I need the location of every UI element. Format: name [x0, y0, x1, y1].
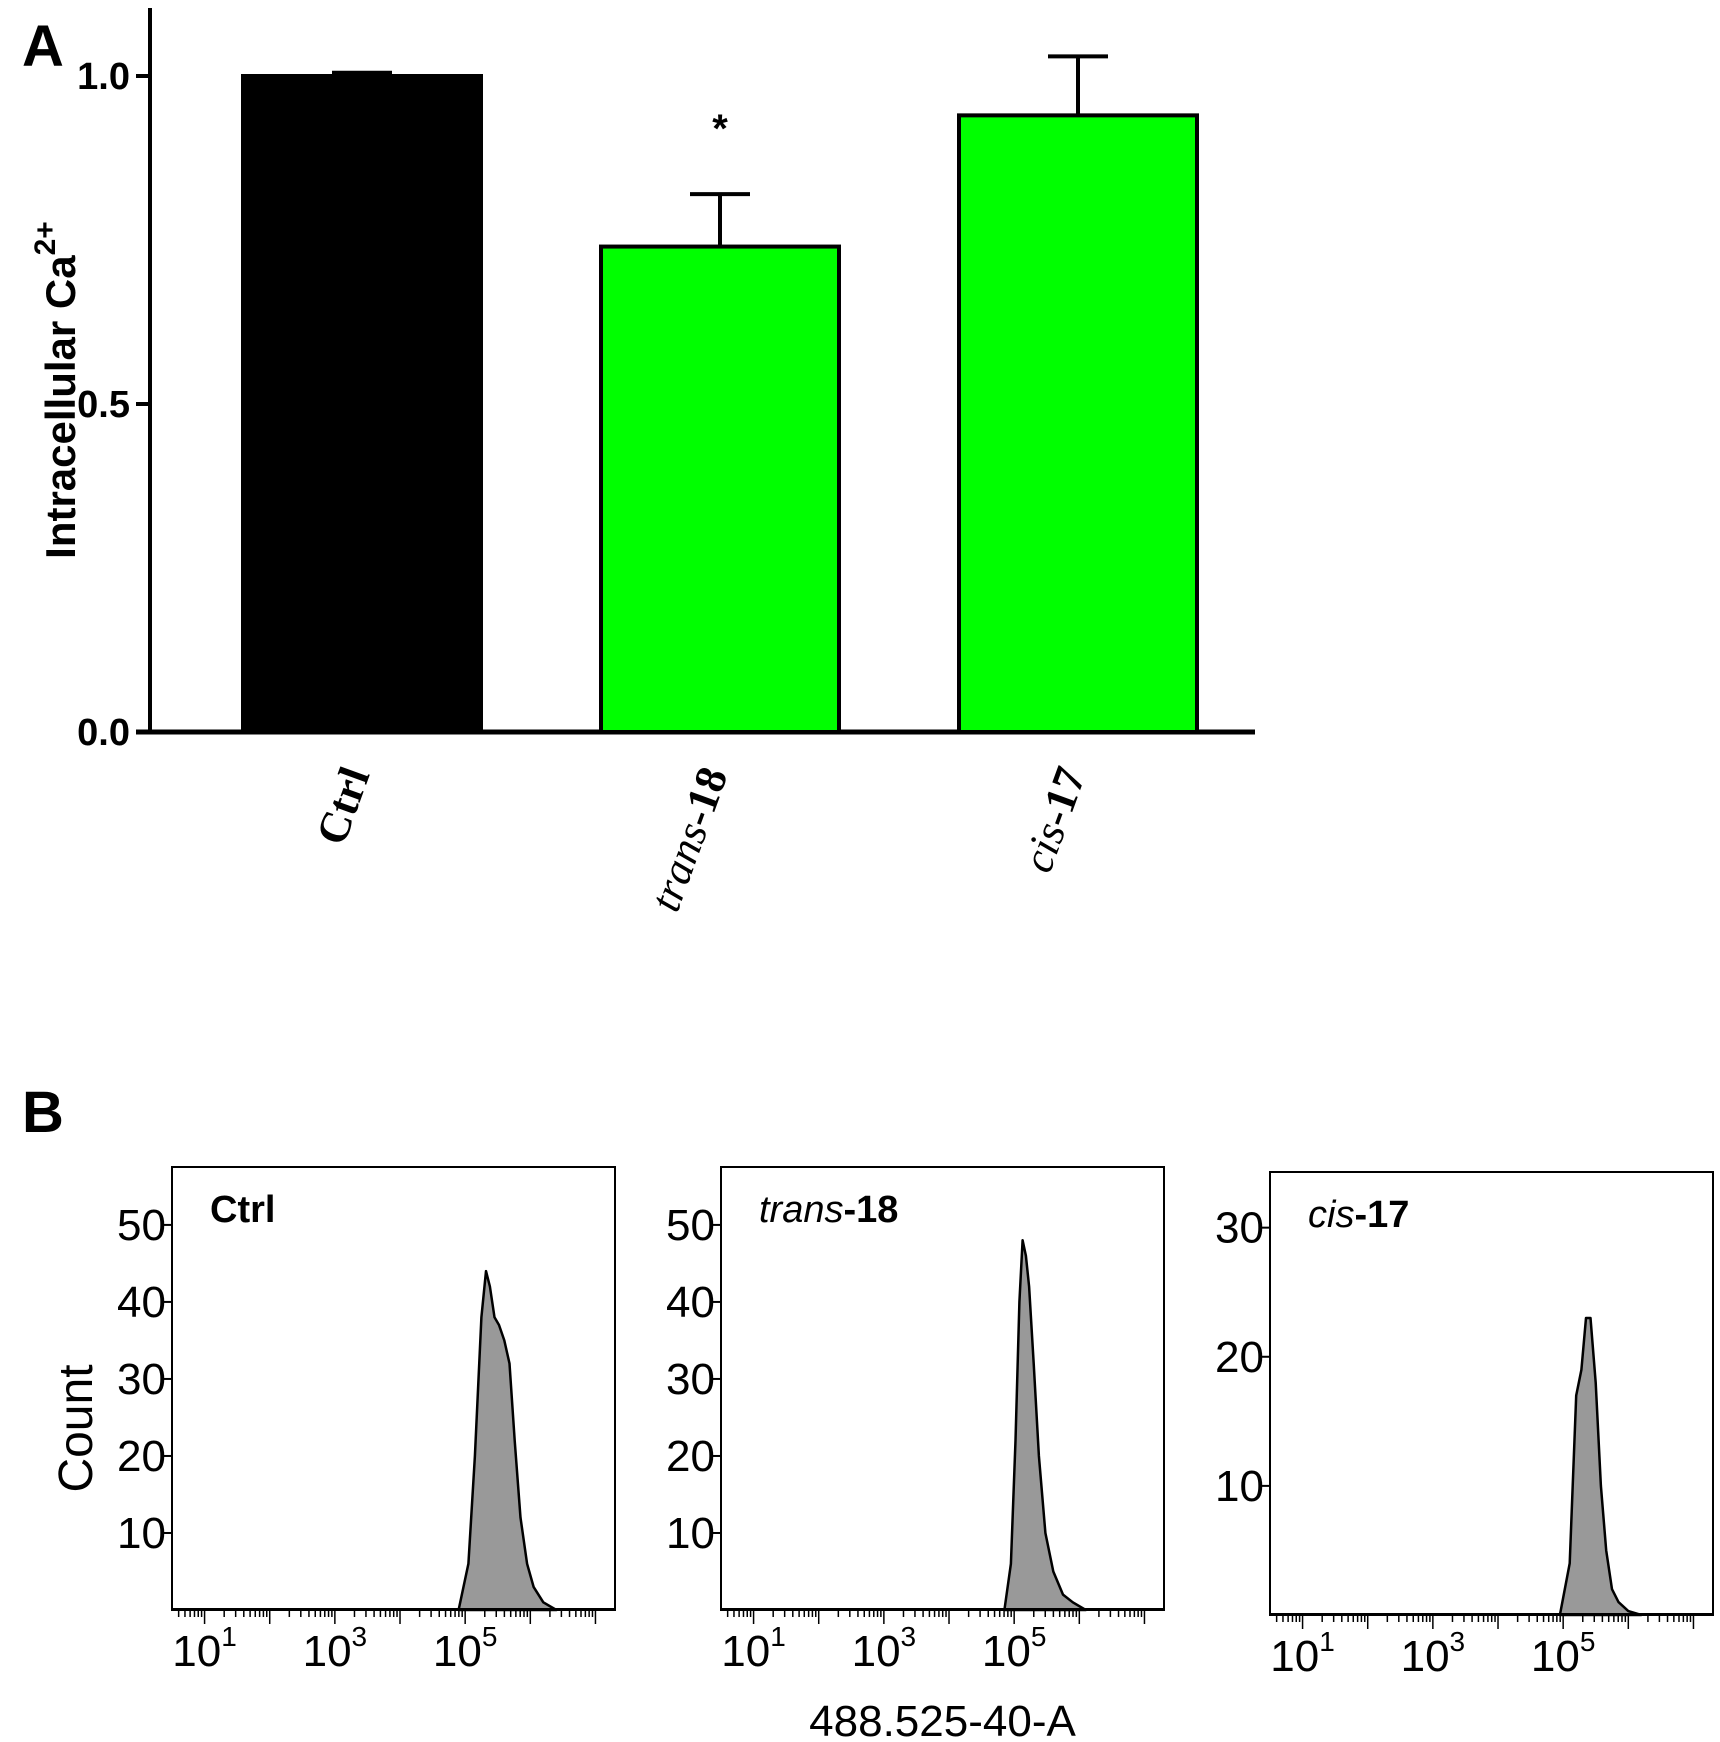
y-tick-label: 20: [117, 1432, 166, 1481]
histogram-title: trans-18: [759, 1189, 898, 1231]
plot-frame: [171, 1166, 616, 1611]
histogram-title-suffix: -18: [843, 1189, 898, 1231]
panel-label-b: B: [22, 1080, 64, 1145]
y-tick-label: 30: [666, 1355, 715, 1404]
x-tick-label: Ctrl: [307, 761, 380, 851]
y-tick-label: 20: [666, 1432, 715, 1481]
y-tick-label: 0.0: [77, 712, 130, 754]
histogram-title-suffix: Ctrl: [210, 1189, 275, 1231]
y-tick-label: 1.0: [77, 56, 130, 98]
x-tick-label-exponent: 3: [352, 1621, 368, 1652]
x-tick-label-base: 10: [1270, 1632, 1319, 1681]
x-tick-label-exponent: 1: [770, 1621, 786, 1652]
y-tick-label: 20: [1215, 1333, 1264, 1382]
y-tick-label: 30: [117, 1355, 166, 1404]
x-tick-label: 101: [1270, 1626, 1335, 1681]
plot-frame: [720, 1166, 1165, 1611]
histogram-area: [1003, 1239, 1088, 1612]
x-tick-label-exponent: 3: [901, 1621, 917, 1652]
histogram-title-prefix: trans: [759, 1189, 843, 1231]
x-tick-label-base: 10: [852, 1627, 901, 1676]
x-tick-label: 103: [852, 1621, 917, 1676]
histogram-title: cis-17: [1308, 1194, 1409, 1236]
x-tick-label-base: 10: [1401, 1632, 1450, 1681]
x-tick-label: 103: [303, 1621, 368, 1676]
histogram-title-prefix: cis: [1308, 1194, 1354, 1236]
x-tick-label-base: 10: [1531, 1632, 1580, 1681]
y-tick-label: 30: [1215, 1204, 1264, 1253]
significance-marker: *: [712, 107, 728, 151]
y-axis-label: Intracellular Ca2+: [29, 221, 84, 559]
x-tick-label: 101: [172, 1621, 237, 1676]
x-tick-label-exponent: 1: [1319, 1626, 1335, 1657]
x-tick-label-base: 10: [721, 1627, 770, 1676]
plot-frame: [1269, 1171, 1714, 1616]
x-tick-label-exponent: 3: [1450, 1626, 1466, 1657]
x-tick-label: trans-18: [640, 761, 737, 918]
y-tick-label: 40: [117, 1278, 166, 1327]
x-tick-label: cis-17: [1013, 761, 1096, 879]
bar: [241, 74, 483, 734]
x-tick-label: 105: [982, 1621, 1047, 1676]
bar: [957, 113, 1199, 735]
x-tick-label-suffix: Ctrl: [307, 761, 380, 851]
y-tick-label: 50: [666, 1201, 715, 1250]
histogram-title-suffix: -17: [1354, 1194, 1409, 1236]
y-tick-label: 40: [666, 1278, 715, 1327]
y-axis-label-superscript: 2+: [29, 221, 62, 255]
histogram-area: [457, 1269, 558, 1612]
y-tick-label: 0.5: [77, 384, 130, 426]
x-tick-label-base: 10: [172, 1627, 221, 1676]
panel-label-a: A: [22, 14, 64, 79]
x-tick-label-exponent: 1: [221, 1621, 237, 1652]
y-tick-label: 10: [117, 1509, 166, 1558]
x-tick-label: 101: [721, 1621, 786, 1676]
bar-chart: 0.0 0.5 1.0 Intracellular Ca2+ Ctrl * trans-18…: [29, 8, 1255, 918]
x-tick-label: 105: [433, 1621, 498, 1676]
x-tick-label: 103: [1401, 1626, 1466, 1681]
histogram-area: [1558, 1316, 1643, 1617]
x-tick-label: 105: [1531, 1626, 1596, 1681]
y-tick-label: 50: [117, 1201, 166, 1250]
bar: [599, 244, 841, 734]
y-axis-label: Count: [50, 1364, 103, 1492]
x-tick-label-base: 10: [433, 1627, 482, 1676]
x-tick-label-prefix: trans: [640, 816, 717, 918]
y-tick-label: 10: [1215, 1462, 1264, 1511]
x-tick-label-base: 10: [303, 1627, 352, 1676]
histogram-title: Ctrl: [210, 1189, 275, 1231]
x-tick-label-base: 10: [982, 1627, 1031, 1676]
x-axis-label: 488.525-40-A: [809, 1697, 1076, 1742]
x-tick-label-exponent: 5: [1580, 1626, 1596, 1657]
x-tick-label-exponent: 5: [1031, 1621, 1047, 1652]
x-tick-label-exponent: 5: [482, 1621, 498, 1652]
y-axis-label-text: Intracellular Ca: [37, 255, 84, 559]
y-tick-label: 10: [666, 1509, 715, 1558]
